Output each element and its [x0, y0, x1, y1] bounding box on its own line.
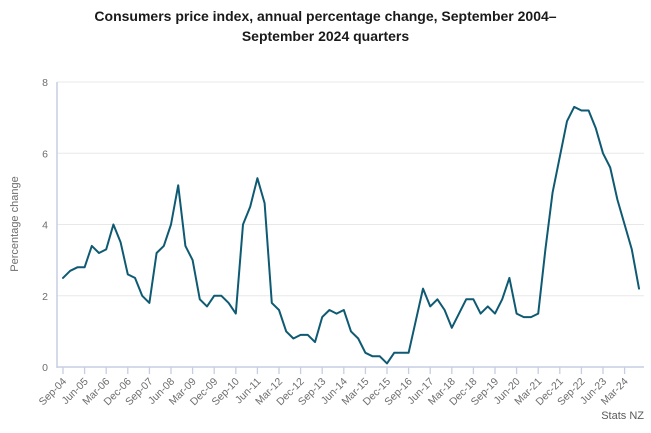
y-tick-label: 0: [42, 362, 48, 374]
y-tick-label: 2: [42, 291, 48, 303]
y-tick-label: 4: [42, 220, 48, 232]
chart-title: Consumers price index, annual percentage…: [94, 8, 557, 44]
cpi-series-line: [62, 105, 640, 365]
y-tick-label: 8: [42, 77, 48, 89]
y-tick-label: 6: [42, 148, 48, 160]
source-credit: Stats NZ: [601, 410, 644, 422]
